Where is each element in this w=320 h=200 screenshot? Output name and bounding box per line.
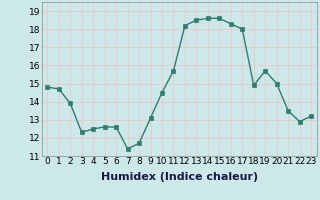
X-axis label: Humidex (Indice chaleur): Humidex (Indice chaleur) [100,172,258,182]
